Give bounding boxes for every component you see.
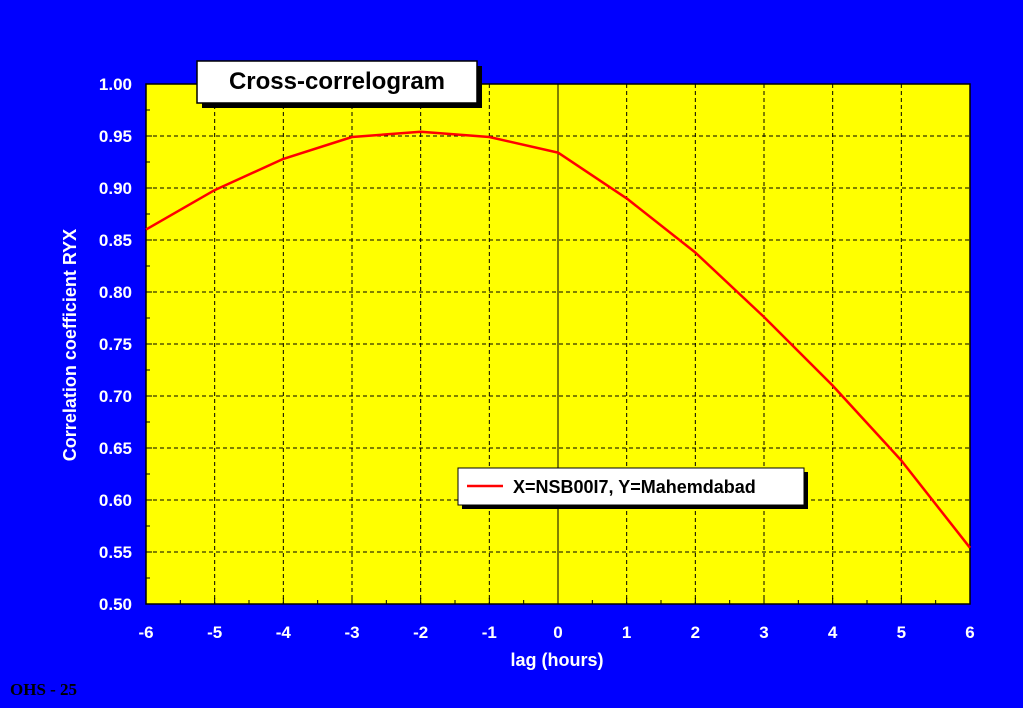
x-tick-label: -5 [207,623,222,642]
slide-number-label: OHS - 25 [10,680,78,699]
x-tick-label: 6 [965,623,974,642]
x-tick-label: -3 [344,623,359,642]
y-tick-label: 0.65 [99,439,132,458]
x-tick-label: 1 [622,623,631,642]
x-tick-label: 0 [553,623,562,642]
legend-entry-label: X=NSB00I7, Y=Mahemdabad [513,477,756,497]
legend: X=NSB00I7, Y=Mahemdabad [457,467,808,509]
chart-title: Cross-correlogram [229,68,445,95]
y-tick-label: 1.00 [99,75,132,94]
x-tick-label: 5 [897,623,906,642]
chart-title-box: Cross-correlogram [196,60,482,108]
x-axis-label: lag (hours) [511,650,604,670]
y-tick-label: 0.80 [99,283,132,302]
y-tick-label: 0.50 [99,595,132,614]
x-tick-label: 3 [759,623,768,642]
y-tick-label: 0.95 [99,127,132,146]
y-tick-label: 0.85 [99,231,132,250]
x-tick-label: -2 [413,623,428,642]
y-axis-label: Correlation coefficient RYX [60,229,80,461]
x-tick-label: 2 [691,623,700,642]
y-tick-label: 0.55 [99,543,132,562]
x-tick-label: -6 [138,623,153,642]
y-tick-label: 0.75 [99,335,132,354]
series-line [145,130,971,549]
y-tick-label: 0.70 [99,387,132,406]
x-tick-label: 4 [828,623,838,642]
y-tick-label: 0.60 [99,491,132,510]
x-tick-label: -4 [276,623,292,642]
x-tick-label: -1 [482,623,497,642]
y-tick-label: 0.90 [99,179,132,198]
